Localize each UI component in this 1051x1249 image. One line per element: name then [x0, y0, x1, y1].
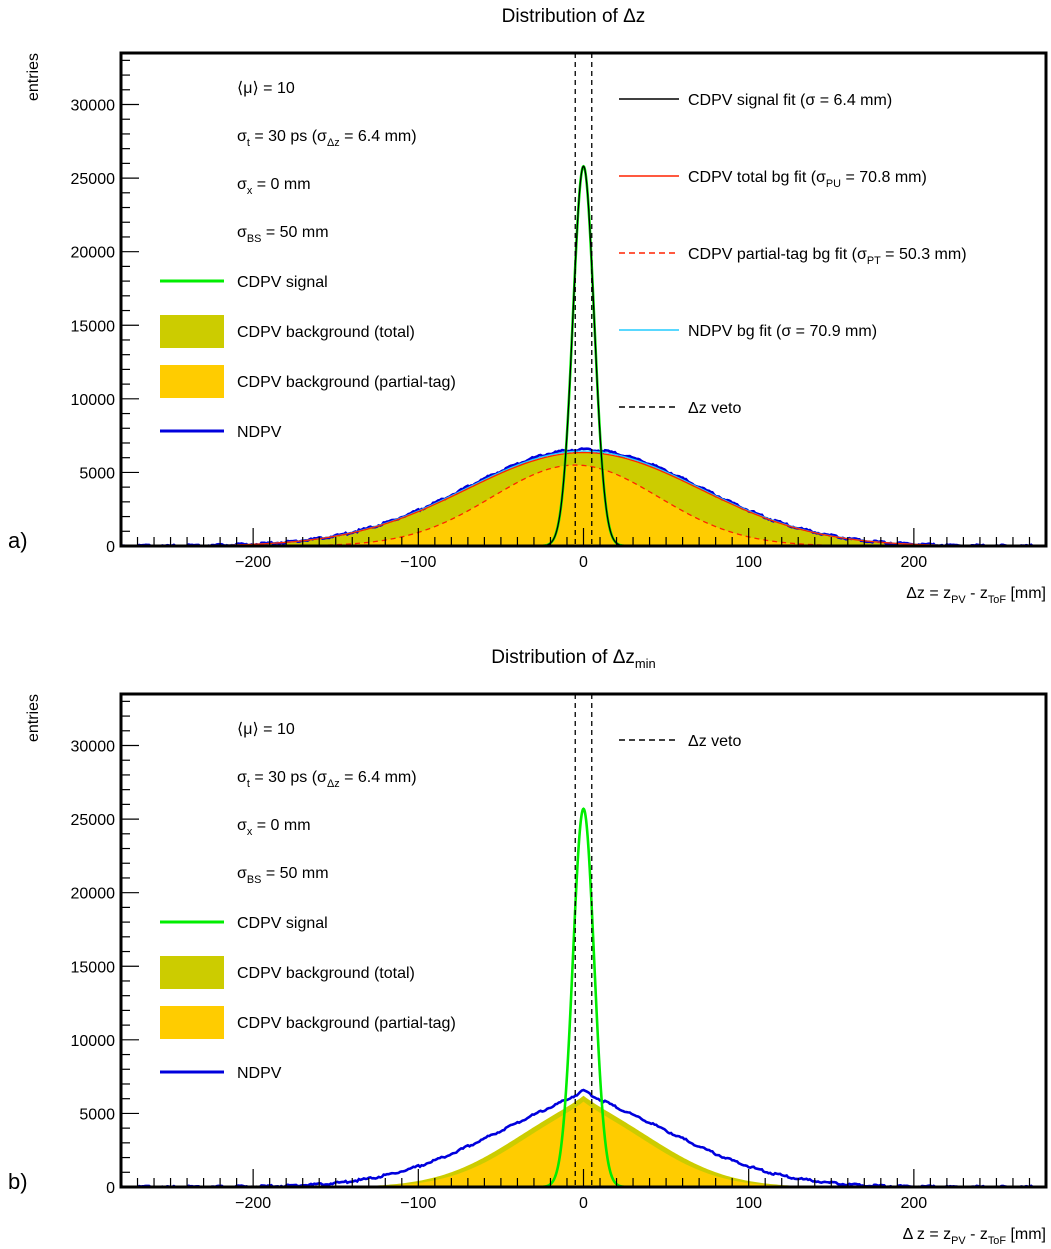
legend-label: NDPV bg fit (σ = 70.9 mm) [688, 323, 877, 340]
y-tick-label: 20000 [71, 886, 116, 903]
annotations: ⟨μ⟩ = 10 σt​ = 30 ps (σΔz​ = 6.4 mm) σx​ =… [237, 80, 417, 245]
panel-label: b) [8, 1169, 28, 1194]
y-tick-label: 15000 [71, 318, 116, 335]
x-tick-label: 100 [735, 554, 762, 571]
series-cdpv-background-partial-tag [121, 465, 1046, 546]
legend-swatch [160, 956, 224, 989]
annotations: ⟨μ⟩ = 10 σt​ = 30 ps (σΔz​ = 6.4 mm) σx​ =… [237, 721, 417, 886]
annotation-text: σt​ = 30 ps (σΔz​ = 6.4 mm) [237, 769, 417, 790]
x-axis: −200 −100 0 100 200 [136, 528, 1047, 571]
legend-right: CDPV signal fit (σ = 6.4 mm) CDPV total b… [619, 92, 967, 417]
x-axis-label: Δ z = zPV​ - zToF​ [mm] [903, 1226, 1046, 1247]
legend-swatch [160, 365, 224, 398]
y-tick-label: 5000 [79, 465, 115, 482]
series-cdpv-background-partial-tag [121, 1101, 1046, 1187]
x-tick-label: 200 [901, 1195, 928, 1212]
plot-area [121, 694, 1046, 1187]
legend-label: CDPV signal fit (σ = 6.4 mm) [688, 92, 892, 109]
x-tick-label: 0 [579, 1195, 588, 1212]
y-tick-label: 10000 [71, 1033, 116, 1050]
legend-right: Δz veto [619, 733, 741, 750]
x-axis-label: Δz = zPV​ - zToF​ [mm] [906, 585, 1046, 606]
y-tick-label: 30000 [71, 739, 116, 756]
annotation-text: ⟨μ⟩ = 10 [237, 80, 295, 97]
legend-label: CDPV background (total) [237, 324, 415, 341]
legend-label: CDPV signal [237, 274, 328, 291]
legend-swatch [160, 315, 224, 348]
y-tick-label: 25000 [71, 812, 116, 829]
y-tick-label: 30000 [71, 98, 116, 115]
x-tick-label: −100 [400, 1195, 436, 1212]
series-cdpv-signal-fit-6-4-mm [121, 165, 1046, 546]
plot-area [121, 53, 1046, 546]
y-axis: 0 5000 10000 15000 20000 25000 30000 [71, 700, 139, 1197]
legend-label: NDPV [237, 424, 282, 441]
legend-left: CDPV signal CDPV background (total) CDPV b… [160, 915, 456, 1082]
annotation-text: σBS​ = 50 mm [237, 224, 329, 245]
legend-label: NDPV [237, 1065, 282, 1082]
chart-title: Distribution of Δz [502, 6, 646, 27]
legend-label: CDPV background (partial-tag) [237, 1015, 456, 1032]
y-tick-label: 25000 [71, 171, 116, 188]
y-axis-label: entries [25, 694, 42, 742]
y-tick-label: 15000 [71, 959, 116, 976]
x-tick-label: −100 [400, 554, 436, 571]
annotation-text: σx​ = 0 mm [237, 176, 311, 197]
x-tick-label: 0 [579, 554, 588, 571]
annotation-text: σBS​ = 50 mm [237, 865, 329, 886]
annotation-text: ⟨μ⟩ = 10 [237, 721, 295, 738]
y-axis-label: entries [25, 53, 42, 101]
series-cdpv-signal [121, 807, 1046, 1187]
panel-a: Distribution of Δz a) entries Δz = zPV​ - z… [8, 6, 1048, 606]
legend-left: CDPV signal CDPV background (total) CDPV b… [160, 274, 456, 441]
y-tick-label: 0 [106, 1180, 115, 1197]
y-tick-label: 20000 [71, 245, 116, 262]
x-tick-label: −200 [235, 1195, 271, 1212]
legend-label: CDPV total bg fit (σPU​ = 70.8 mm) [688, 169, 927, 190]
annotation-text: σt​ = 30 ps (σΔz​ = 6.4 mm) [237, 128, 417, 149]
legend-label: Δz veto [688, 733, 741, 750]
x-tick-label: −200 [235, 554, 271, 571]
panel-label: a) [8, 528, 28, 553]
legend-label: CDPV background (total) [237, 965, 415, 982]
x-tick-label: 100 [735, 1195, 762, 1212]
annotation-text: σx​ = 0 mm [237, 817, 311, 838]
legend-label: CDPV partial-tag bg fit (σPT​ = 50.3 mm) [688, 246, 967, 267]
x-axis: −200 −100 0 100 200 [136, 1169, 1047, 1212]
y-tick-label: 0 [106, 539, 115, 556]
panel-b: Distribution of Δzmin​ b) entries Δ z = zPV… [8, 647, 1048, 1247]
chart-title: Distribution of Δzmin​ [491, 647, 655, 671]
legend-label: Δz veto [688, 400, 741, 417]
series-cdpv-total-bg-fit-pu-70-8-mm [121, 451, 1046, 546]
legend-swatch [160, 1006, 224, 1039]
y-tick-label: 10000 [71, 392, 116, 409]
legend-label: CDPV signal [237, 915, 328, 932]
y-tick-label: 5000 [79, 1106, 115, 1123]
legend-label: CDPV background (partial-tag) [237, 374, 456, 391]
x-tick-label: 200 [901, 554, 928, 571]
y-axis: 0 5000 10000 15000 20000 25000 30000 [71, 59, 139, 556]
